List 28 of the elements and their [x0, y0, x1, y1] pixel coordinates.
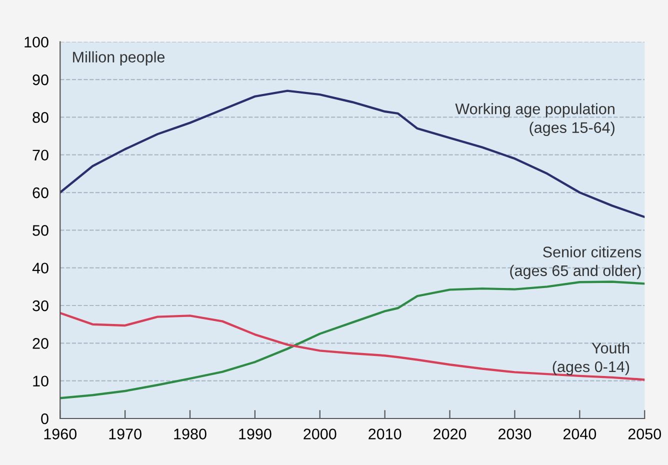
- y-tick-label: 40: [32, 262, 48, 274]
- x-tick-label: 2020: [434, 428, 466, 440]
- line-series: [60, 90, 645, 218]
- y-tick-label: 30: [32, 300, 48, 312]
- series-label: Youth (ages 0-14): [552, 342, 630, 376]
- line-series: [60, 280, 645, 400]
- x-tick-label: 1980: [174, 428, 206, 440]
- y-tick-label: 80: [32, 112, 48, 123]
- y-tick-label: 90: [32, 74, 48, 86]
- x-tick-label: 1960: [44, 428, 77, 440]
- series-label: Senior citizens (ages 65 and older): [510, 246, 642, 280]
- series-label: Working age population (ages 15-64): [455, 103, 614, 136]
- y-tick-label: 100: [24, 36, 48, 48]
- y-tick-label: 60: [32, 187, 48, 198]
- x-tick-label: 1990: [239, 428, 272, 440]
- y-tick-label: 20: [32, 338, 48, 349]
- line-series: [60, 312, 645, 381]
- y-tick-label: 10: [33, 376, 48, 387]
- x-tick-label: 1970: [109, 428, 142, 440]
- x-tick-label: 2030: [498, 428, 532, 440]
- y-tick-label: 70: [32, 150, 48, 161]
- annotation: Million people: [73, 51, 165, 66]
- y-tick-label: 0: [41, 413, 48, 424]
- x-tick-label: 2040: [563, 428, 596, 440]
- x-tick-label: 2010: [368, 428, 402, 440]
- x-tick-label: 2000: [304, 428, 336, 440]
- x-tick-label: 2050: [628, 428, 662, 440]
- y-tick-label: 50: [32, 225, 48, 236]
